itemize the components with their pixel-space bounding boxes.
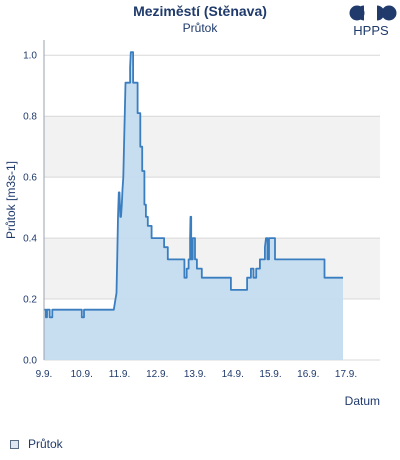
x-tick-label: 9.9. (36, 369, 53, 380)
y-tick-label: 0.8 (23, 112, 37, 123)
x-tick-label: 15.9. (259, 369, 281, 380)
y-tick-label: 0.2 (23, 295, 37, 306)
y-tick-label: 0.0 (23, 356, 37, 367)
x-tick-label: 10.9. (71, 369, 93, 380)
legend-swatch[interactable] (10, 439, 19, 449)
plot-band (44, 116, 380, 178)
hpps-logo: HPPS (344, 5, 398, 41)
logo-text: HPPS (353, 23, 389, 38)
logo-mark-icon (349, 5, 397, 21)
x-tick-label: 12.9. (146, 369, 168, 380)
x-tick-label: 14.9. (222, 369, 244, 380)
flow-chart: 0.0 0.2 0.4 0.6 0.8 1.0 9.9. 10.9. 11.9. 12.9. 13… (4, 40, 380, 408)
chart-subtitle: Průtok (182, 21, 218, 35)
legend-label[interactable]: Průtok (28, 437, 63, 451)
legend[interactable]: Průtok (10, 437, 63, 451)
y-axis-label: Průtok [m3s-1] (4, 161, 18, 239)
plot-bands (44, 116, 380, 300)
y-tick-label: 0.6 (23, 173, 37, 184)
flow-line (44, 51, 343, 319)
x-tick-label: 13.9. (184, 369, 206, 380)
y-tick-label: 1.0 (23, 51, 37, 62)
y-axis-ticks: 0.0 0.2 0.4 0.6 0.8 1.0 (23, 51, 37, 367)
flow-area-fill (44, 52, 343, 360)
y-tick-label: 0.4 (23, 234, 37, 245)
x-axis-ticks: 9.9. 10.9. 11.9. 12.9. 13.9. 14.9. 15.9. 16.9. 1… (36, 369, 357, 380)
chart-title: Meziměstí (Stěnava) (133, 3, 267, 19)
x-tick-label: 16.9. (297, 369, 319, 380)
x-tick-label: 17.9. (335, 369, 357, 380)
x-axis-label: Datum (345, 394, 380, 408)
x-tick-label: 11.9. (109, 369, 131, 380)
